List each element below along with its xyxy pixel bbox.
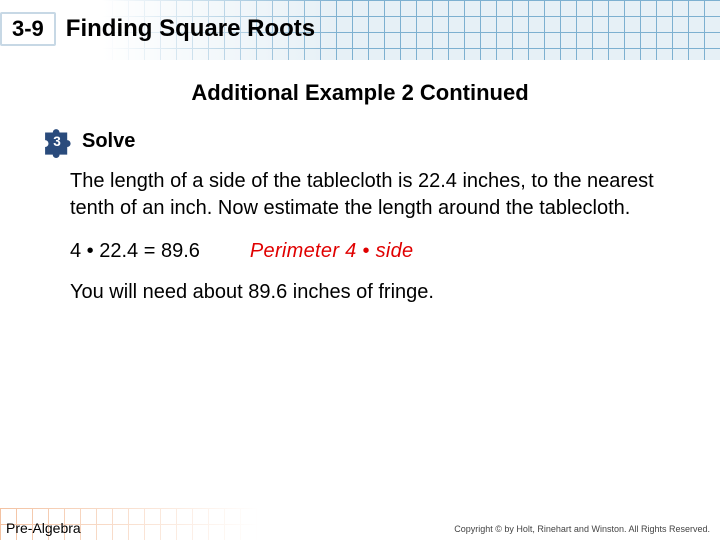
footer-course-name: Pre-Algebra [6,520,81,536]
slide-subtitle: Additional Example 2 Continued [0,80,720,106]
slide-header: 3-9 Finding Square Roots [0,0,720,60]
lesson-number-badge: 3-9 [0,12,56,46]
equation: 4 • 22.4 = 89.6 [70,240,200,263]
lesson-title: Finding Square Roots [66,15,315,43]
perimeter-hint: Perimeter 4 • side [250,240,414,263]
puzzle-piece-icon: 3 [40,124,74,158]
step-row: 3 Solve [40,124,660,158]
step-label: Solve [82,130,135,153]
step-number: 3 [53,134,61,149]
equation-row: 4 • 22.4 = 89.6 Perimeter 4 • side [70,240,660,263]
paragraph-2: You will need about 89.6 inches of fring… [70,279,660,306]
slide-footer: Pre-Algebra Copyright © by Holt, Rinehar… [0,508,720,540]
paragraph-1: The length of a side of the tablecloth i… [70,168,660,222]
slide-content: 3 Solve The length of a side of the tabl… [0,106,720,306]
title-bar: 3-9 Finding Square Roots [0,12,315,46]
footer-copyright: Copyright © by Holt, Rinehart and Winsto… [454,524,710,534]
